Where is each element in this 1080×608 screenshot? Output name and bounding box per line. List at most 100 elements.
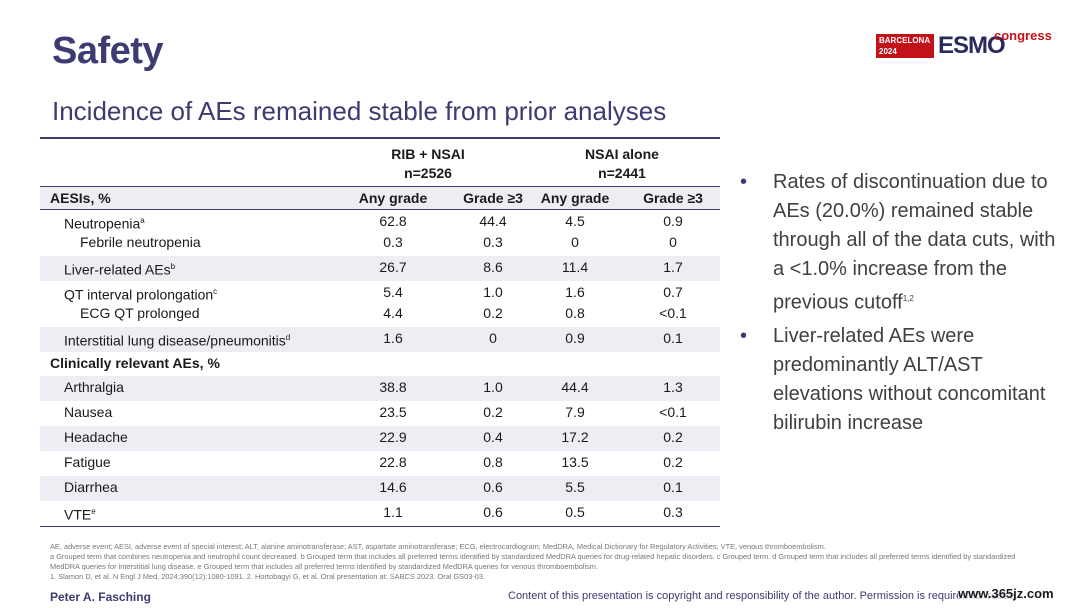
group-rib-n: n=2526 xyxy=(404,165,452,181)
row-value: 0.4 xyxy=(483,429,503,445)
site-watermark: www.365jz.com xyxy=(958,586,1054,601)
row-value: 38.8 xyxy=(379,379,407,395)
row-label: Headache xyxy=(64,429,128,445)
row-value: 1.6 xyxy=(565,284,585,300)
row-value: 8.6 xyxy=(483,259,503,275)
sub-row-value: 0 xyxy=(669,234,677,250)
group-nsai-n: n=2441 xyxy=(598,165,646,181)
row-value: 44.4 xyxy=(561,379,589,395)
row-value: 4.5 xyxy=(565,213,585,229)
row-label: Neutropeniaa xyxy=(64,215,145,232)
row-value: 1.7 xyxy=(663,259,683,275)
copyright-notice: Content of this presentation is copyrigh… xyxy=(508,590,1018,602)
sub-row-value: 0.3 xyxy=(483,234,503,250)
row-value: 17.2 xyxy=(561,429,589,445)
row-value: 0.2 xyxy=(663,429,683,445)
row-label: Fatigue xyxy=(64,454,111,470)
row-value: 0.1 xyxy=(663,330,683,346)
row-value: 13.5 xyxy=(561,454,589,470)
row-label: Liver-related AEsb xyxy=(64,261,176,278)
table-row: Liver-related AEsb 26.7 8.6 11.4 1.7 xyxy=(40,256,720,281)
bullet-text: Liver-related AEs were predominantly ALT… xyxy=(773,324,1046,434)
row-value: 44.4 xyxy=(479,213,507,229)
row-value: 0.6 xyxy=(483,479,503,495)
table-row: Headache 22.9 0.4 17.2 0.2 xyxy=(40,426,720,451)
sub-row-value: 0 xyxy=(571,234,579,250)
row-value: 0 xyxy=(489,330,497,346)
row-value: 23.5 xyxy=(379,404,407,420)
table-row: Arthralgia 38.8 1.0 44.4 1.3 xyxy=(40,376,720,401)
row-value: 0.3 xyxy=(663,504,683,520)
row-value: 0.9 xyxy=(565,330,585,346)
esmo-logo: BARCELONA 2024 ESMO congress xyxy=(876,28,1052,60)
sub-row-label: Febrile neutropenia xyxy=(80,234,201,250)
clinical-section-header: Clinically relevant AEs, % xyxy=(40,352,720,376)
row-value: 0.1 xyxy=(663,479,683,495)
row-value: 0.9 xyxy=(663,213,683,229)
sub-row-value: 0.3 xyxy=(383,234,403,250)
row-value: 5.4 xyxy=(383,284,403,300)
row-value: 1.0 xyxy=(483,379,503,395)
row-value: 1.6 xyxy=(383,330,403,346)
logo-city: BARCELONA xyxy=(879,36,931,45)
table-row: Nausea 23.5 0.2 7.9 <0.1 xyxy=(40,401,720,426)
table-group-header: RIB + NSAI n=2526 NSAI alone n=2441 xyxy=(40,139,720,186)
group-rib-nsai: RIB + NSAI n=2526 xyxy=(328,145,528,183)
bullet-liver: • Liver-related AEs were predominantly A… xyxy=(740,322,1060,438)
row-value: 0.2 xyxy=(483,404,503,420)
row-label: QT interval prolongationc xyxy=(64,286,218,303)
table-column-header: AESIs, % Any grade Grade ≥3 Any grade Gr… xyxy=(40,186,720,210)
clinical-header: Clinically relevant AEs, % xyxy=(50,355,220,371)
row-label: Arthralgia xyxy=(64,379,124,395)
footnote-references: 1. Slamon D, et al. N Engl J Med. 2024;3… xyxy=(50,572,486,581)
table-bottom-rule xyxy=(40,526,720,527)
row-value: 26.7 xyxy=(379,259,407,275)
table-row: Fatigue 22.8 0.8 13.5 0.2 xyxy=(40,451,720,476)
sub-row-label: ECG QT prolonged xyxy=(80,305,200,321)
col-rib-any-grade: Any grade xyxy=(358,190,428,206)
table-row: Diarrhea 14.6 0.6 5.5 0.1 xyxy=(40,476,720,501)
row-label: Interstitial lung disease/pneumonitisd xyxy=(64,332,291,349)
row-value: 1.0 xyxy=(483,284,503,300)
logo-location-box: BARCELONA 2024 xyxy=(876,34,934,58)
row-value: 22.8 xyxy=(379,454,407,470)
table-row: QT interval prolongationc 5.4 1.0 1.6 0.… xyxy=(40,281,720,327)
sub-row-value: <0.1 xyxy=(659,305,687,321)
group-nsai-name: NSAI alone xyxy=(585,146,659,162)
table-row: Interstitial lung disease/pneumonitisd 1… xyxy=(40,327,720,352)
row-value: 1.1 xyxy=(383,504,403,520)
slide-subtitle: Incidence of AEs remained stable from pr… xyxy=(52,96,667,126)
slide-title: Safety xyxy=(52,30,164,72)
row-label: Diarrhea xyxy=(64,479,118,495)
row-label: VTEe xyxy=(64,506,96,523)
col-rib-grade3: Grade ≥3 xyxy=(463,190,523,206)
col-nsai-grade3: Grade ≥3 xyxy=(643,190,703,206)
bullet-discontinuation: • Rates of discontinuation due to AEs (2… xyxy=(740,168,1060,318)
row-value: 7.9 xyxy=(565,404,585,420)
table-row: Neutropeniaa 62.8 44.4 4.5 0.9 Febrile n… xyxy=(40,210,720,256)
row-label: Nausea xyxy=(64,404,113,420)
footnote-grouped-terms: a Grouped term that combines neutropenia… xyxy=(50,552,1016,571)
sub-row-value: 4.4 xyxy=(383,305,403,321)
sub-row-value: 0.2 xyxy=(483,305,503,321)
row-value: <0.1 xyxy=(659,404,687,420)
row-value: 22.9 xyxy=(379,429,407,445)
footnotes: AE, adverse event; AESI, adverse event o… xyxy=(50,542,1030,582)
group-nsai-alone: NSAI alone n=2441 xyxy=(522,145,722,183)
presenter-name: Peter A. Fasching xyxy=(50,590,151,604)
row-value: 0.2 xyxy=(663,454,683,470)
group-rib-name: RIB + NSAI xyxy=(391,146,465,162)
row-value: 1.3 xyxy=(663,379,683,395)
logo-year: 2024 xyxy=(879,47,897,56)
row-value: 0.5 xyxy=(565,504,585,520)
key-points: • Rates of discontinuation due to AEs (2… xyxy=(740,168,1060,442)
footnote-abbreviations: AE, adverse event; AESI, adverse event o… xyxy=(50,542,826,551)
table-top-rule xyxy=(40,137,720,139)
row-value: 11.4 xyxy=(561,259,589,275)
sub-row-value: 0.8 xyxy=(565,305,585,321)
row-value: 0.7 xyxy=(663,284,683,300)
row-value: 0.8 xyxy=(483,454,503,470)
safety-table: RIB + NSAI n=2526 NSAI alone n=2441 AESI… xyxy=(40,137,720,527)
bullet-text: Rates of discontinuation due to AEs (20.… xyxy=(773,171,1056,314)
table-row: VTEe 1.1 0.6 0.5 0.3 xyxy=(40,501,720,526)
